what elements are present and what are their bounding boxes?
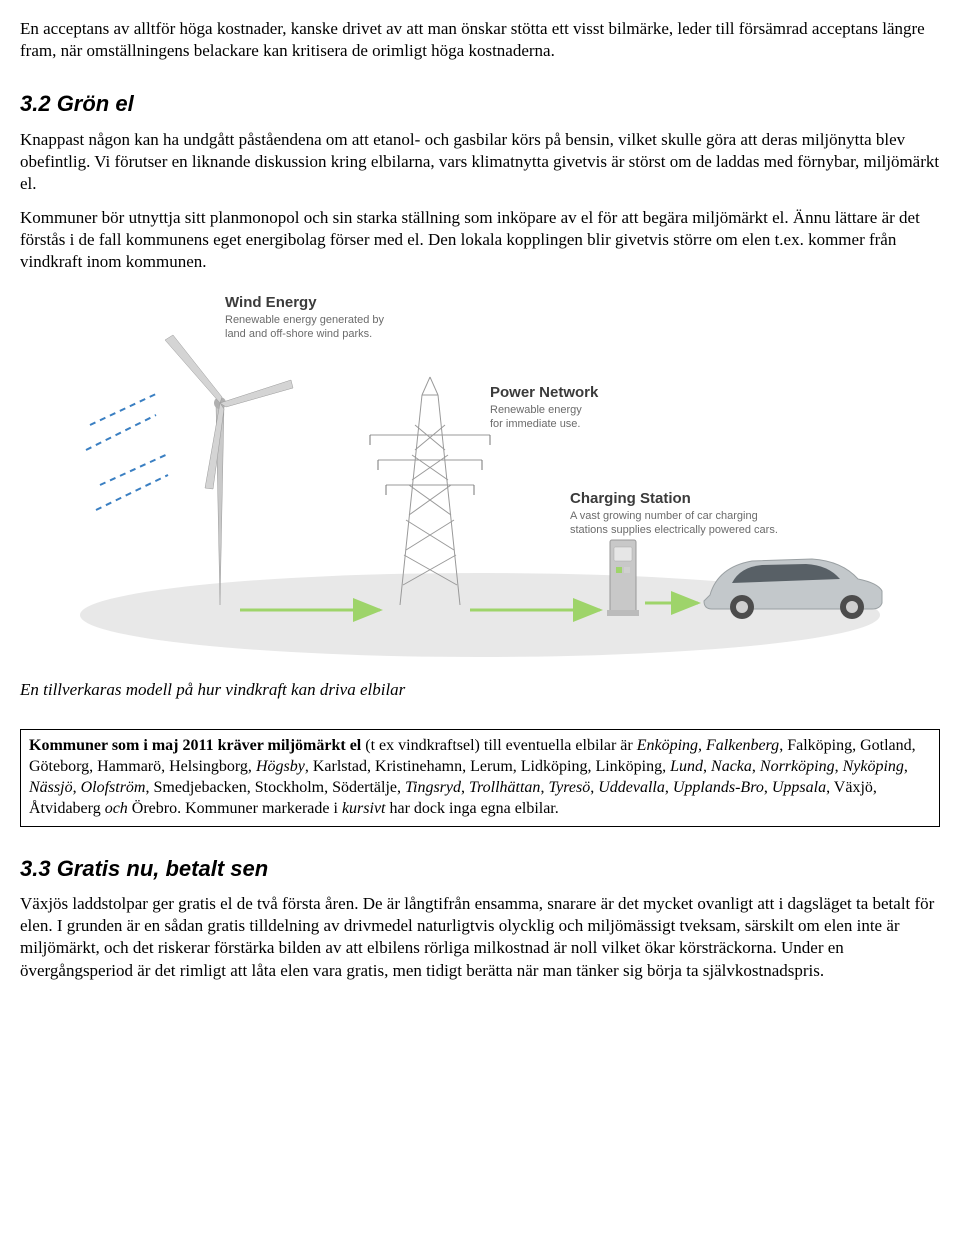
svg-text:Power Network: Power Network <box>490 384 599 401</box>
power-pylon-icon <box>370 377 490 605</box>
charging-station-icon <box>607 540 639 616</box>
box-text: , <box>461 779 469 796</box>
box-italic: Uppsala <box>772 779 826 796</box>
box-italic: Enköping, Falkenberg <box>637 737 779 754</box>
box-italic: Nacka <box>711 758 752 775</box>
box-italic: Tyresö <box>548 779 590 796</box>
box-text: , <box>835 758 843 775</box>
box-italic: Tingsryd <box>405 779 461 796</box>
svg-text:Wind Energy: Wind Energy <box>225 294 317 311</box>
box-text: , Karlstad, Kristinehamn, Lerum, Lidköpi… <box>305 758 670 775</box>
svg-text:for immediate use.: for immediate use. <box>490 418 580 430</box>
heading-3-2: 3.2 Grön el <box>20 90 940 119</box>
box-text: , <box>665 779 673 796</box>
heading-3-3: 3.3 Gratis nu, betalt sen <box>20 855 940 884</box>
svg-text:Renewable energy: Renewable energy <box>490 404 582 416</box>
svg-text:land and off-shore wind parks.: land and off-shore wind parks. <box>225 328 372 340</box>
charging-label: Charging Station A vast growing number o… <box>570 490 778 536</box>
box-text: Örebro. Kommuner markerade i <box>128 800 342 817</box>
box-text: , <box>904 758 908 775</box>
svg-text:Renewable energy generated by: Renewable energy generated by <box>225 314 385 326</box>
svg-text:A vast growing number of car c: A vast growing number of car charging <box>570 510 758 522</box>
para-3-2-b: Kommuner bör utnyttja sitt planmonopol o… <box>20 207 940 273</box>
municipality-box: Kommuner som i maj 2011 kräver miljömärk… <box>20 729 940 826</box>
box-italic: Nyköping <box>843 758 904 775</box>
box-text: , Smedjebacken, Stockholm, Södertälje, <box>145 779 405 796</box>
box-italic: Norrköping <box>760 758 835 775</box>
box-italic: Lund <box>670 758 703 775</box>
box-text: , <box>764 779 772 796</box>
box-italic: kursivt <box>342 800 386 817</box>
energy-flow-diagram: Wind Energy Renewable energy generated b… <box>70 285 890 665</box>
svg-text:Charging Station: Charging Station <box>570 490 691 507</box>
box-lead-bold: Kommuner som i maj 2011 kräver miljömärk… <box>29 737 361 754</box>
box-text: , <box>752 758 760 775</box>
box-italic: Olofström <box>81 779 146 796</box>
box-italic: Upplands-Bro <box>673 779 764 796</box>
box-italic: och <box>105 800 128 817</box>
diagram-caption: En tillverkaras modell på hur vindkraft … <box>20 679 940 701</box>
power-label: Power Network Renewable energy for immed… <box>490 384 599 430</box>
para-3-3-a: Växjös laddstolpar ger gratis el de två … <box>20 893 940 981</box>
wind-turbine-icon <box>86 335 293 605</box>
box-text: , <box>73 779 81 796</box>
box-italic: Högsby <box>256 758 305 775</box>
para-3-2-a: Knappast någon kan ha undgått påståenden… <box>20 129 940 195</box>
box-italic: Nässjö <box>29 779 73 796</box>
box-text: (t ex vindkraftsel) till eventuella elbi… <box>361 737 636 754</box>
box-italic: Trollhättan <box>469 779 540 796</box>
wind-label: Wind Energy Renewable energy generated b… <box>225 294 385 340</box>
box-text: har dock inga egna elbilar. <box>385 800 558 817</box>
para-intro: En acceptans av alltför höga kostnader, … <box>20 18 940 62</box>
box-italic: Uddevalla <box>598 779 665 796</box>
svg-text:stations supplies electrically: stations supplies electrically powered c… <box>570 524 778 536</box>
box-text: , <box>703 758 711 775</box>
